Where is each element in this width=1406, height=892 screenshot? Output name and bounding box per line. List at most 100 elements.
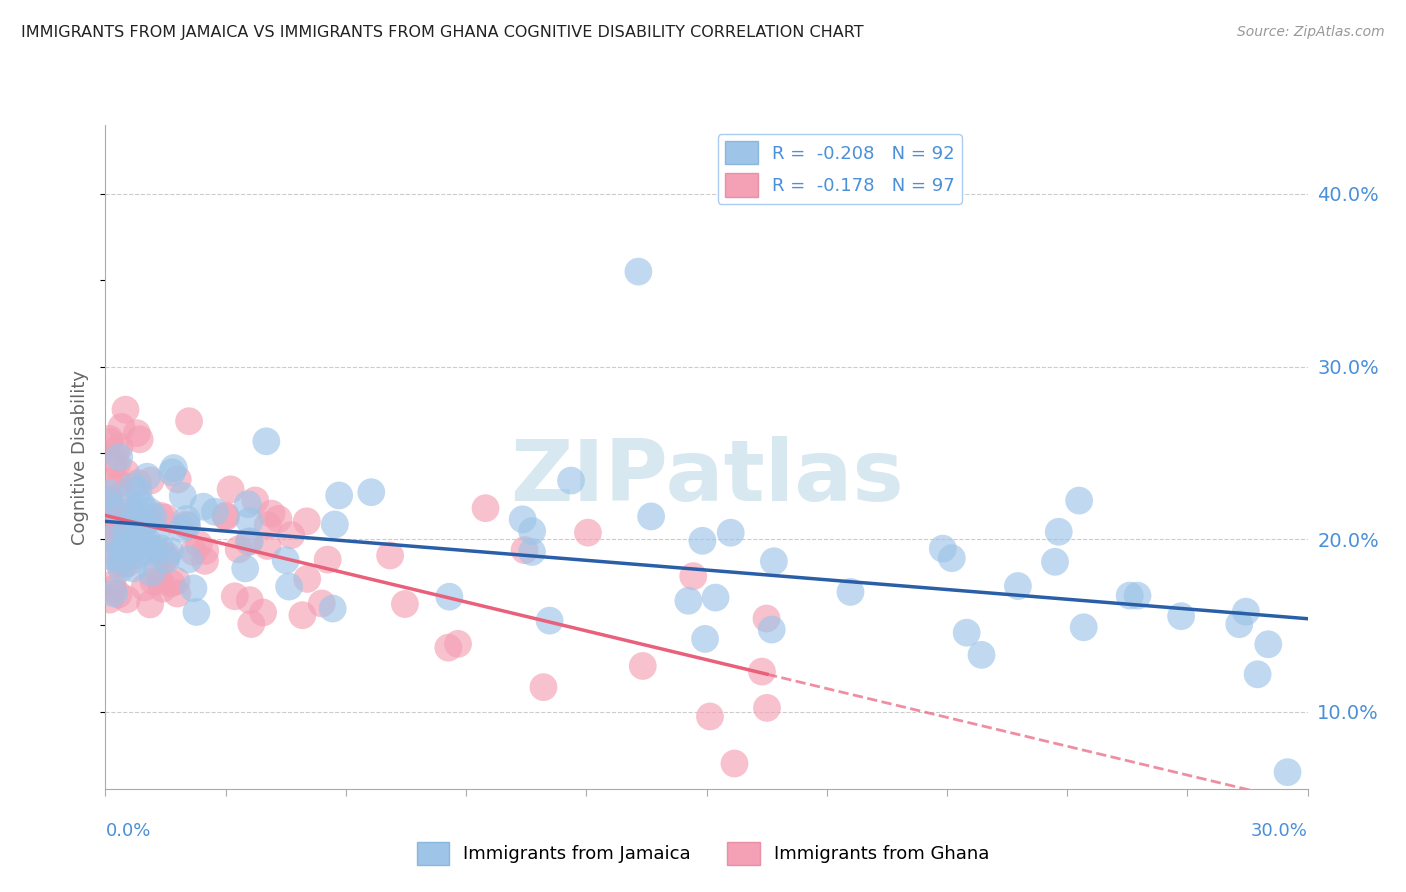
Point — [193, 500, 215, 514]
Legend: R =  -0.208   N = 92, R =  -0.178   N = 97: R = -0.208 N = 92, R = -0.178 N = 97 — [718, 134, 962, 203]
Point — [139, 541, 162, 556]
Point — [239, 534, 262, 549]
Point — [134, 512, 156, 526]
Point — [252, 606, 274, 620]
Point — [155, 553, 177, 567]
Point — [170, 522, 193, 536]
Point — [107, 588, 129, 602]
Point — [311, 597, 333, 611]
Point — [111, 515, 134, 529]
Point — [295, 572, 318, 586]
Point — [1047, 524, 1070, 539]
Point — [124, 541, 146, 555]
Point — [141, 566, 163, 580]
Point — [108, 539, 131, 553]
Point — [183, 545, 205, 559]
Point — [101, 577, 124, 591]
Point — [112, 557, 135, 571]
Text: 30.0%: 30.0% — [1251, 822, 1308, 840]
Point — [699, 709, 721, 723]
Point — [127, 548, 149, 562]
Point — [278, 580, 301, 594]
Point — [128, 433, 150, 447]
Point — [149, 541, 172, 555]
Point — [98, 493, 121, 508]
Point — [328, 488, 350, 502]
Point — [142, 509, 165, 524]
Point — [1234, 605, 1257, 619]
Point — [114, 543, 136, 558]
Point — [682, 569, 704, 583]
Point — [149, 508, 172, 523]
Point — [142, 574, 165, 589]
Point — [110, 561, 132, 575]
Point — [108, 546, 131, 560]
Point — [117, 516, 139, 531]
Point — [139, 598, 162, 612]
Point — [254, 434, 277, 449]
Point — [1118, 589, 1140, 603]
Point — [98, 434, 121, 449]
Point — [176, 518, 198, 533]
Point — [110, 420, 132, 434]
Point — [214, 508, 236, 523]
Point — [155, 510, 177, 524]
Point — [108, 477, 131, 491]
Point — [135, 545, 157, 559]
Point — [219, 483, 242, 497]
Point — [560, 474, 582, 488]
Point — [115, 592, 138, 607]
Point — [194, 544, 217, 558]
Point — [239, 593, 262, 607]
Point — [394, 597, 416, 611]
Point — [236, 497, 259, 511]
Point — [98, 514, 121, 528]
Point — [513, 543, 536, 558]
Point — [723, 756, 745, 771]
Point — [107, 522, 129, 536]
Point — [204, 505, 226, 519]
Point — [941, 551, 963, 566]
Legend: Immigrants from Jamaica, Immigrants from Ghana: Immigrants from Jamaica, Immigrants from… — [409, 835, 997, 872]
Point — [98, 549, 121, 564]
Point — [1246, 667, 1268, 681]
Point — [956, 625, 979, 640]
Point — [233, 561, 256, 575]
Point — [124, 501, 146, 516]
Point — [131, 528, 153, 542]
Point — [762, 554, 785, 568]
Point — [166, 574, 188, 588]
Point — [188, 537, 211, 551]
Point — [136, 469, 159, 483]
Point — [839, 585, 862, 599]
Point — [474, 501, 496, 516]
Point — [439, 590, 461, 604]
Point — [100, 530, 122, 544]
Point — [1170, 609, 1192, 624]
Text: IMMIGRANTS FROM JAMAICA VS IMMIGRANTS FROM GHANA COGNITIVE DISABILITY CORRELATIO: IMMIGRANTS FROM JAMAICA VS IMMIGRANTS FR… — [21, 25, 863, 40]
Point — [98, 494, 121, 508]
Point — [183, 582, 205, 596]
Point — [533, 680, 555, 694]
Point — [756, 701, 779, 715]
Point — [693, 632, 716, 646]
Point — [627, 264, 650, 278]
Point — [163, 461, 186, 475]
Point — [640, 509, 662, 524]
Point — [115, 525, 138, 540]
Point — [576, 525, 599, 540]
Point — [103, 458, 125, 473]
Point — [174, 517, 197, 532]
Point — [378, 549, 401, 563]
Point — [447, 637, 470, 651]
Point — [139, 474, 162, 488]
Point — [98, 486, 121, 500]
Point — [538, 614, 561, 628]
Point — [128, 513, 150, 527]
Point — [105, 457, 128, 471]
Point — [751, 665, 773, 679]
Point — [177, 552, 200, 566]
Point — [155, 550, 177, 565]
Point — [108, 440, 131, 454]
Point — [166, 472, 188, 486]
